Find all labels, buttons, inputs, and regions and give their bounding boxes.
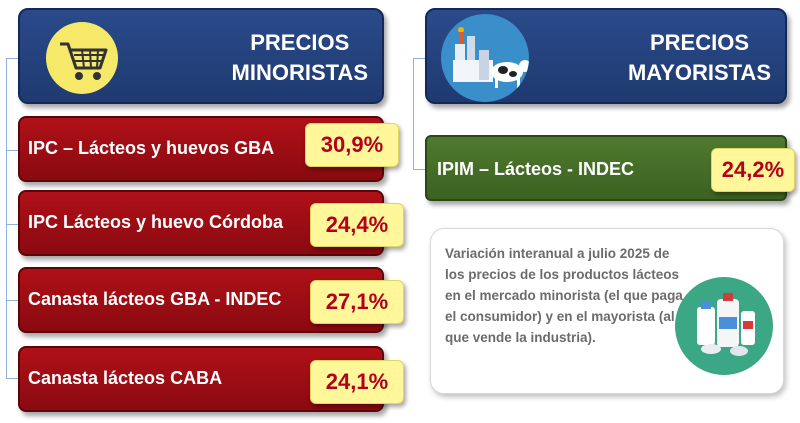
retail-item-label: Canasta lácteos GBA - INDEC bbox=[28, 289, 282, 309]
shopping-cart-icon bbox=[46, 22, 118, 94]
wholesale-title: PRECIOS MAYORISTAS bbox=[628, 28, 771, 88]
dairy-farm-icon bbox=[441, 14, 529, 102]
retail-connector-tick-1 bbox=[6, 150, 18, 151]
retail-item-value: 24,1% bbox=[310, 360, 404, 404]
retail-connector-tick-4 bbox=[6, 378, 18, 379]
retail-connector-line bbox=[6, 58, 19, 379]
explanatory-note: Variación interanual a julio 2025 de los… bbox=[430, 228, 784, 394]
wholesale-connector-line bbox=[413, 58, 426, 170]
retail-title-line1: PRECIOS bbox=[250, 30, 350, 55]
retail-title: PRECIOS MINORISTAS bbox=[232, 28, 368, 88]
retail-title-line2: MINORISTAS bbox=[231, 60, 368, 85]
retail-connector-tick-3 bbox=[6, 300, 18, 301]
retail-item-value: 27,1% bbox=[310, 280, 404, 324]
retail-connector-tick-2 bbox=[6, 224, 18, 225]
retail-item-label: IPC Lácteos y huevo Córdoba bbox=[28, 212, 284, 232]
note-text: Variación interanual a julio 2025 de los… bbox=[445, 246, 683, 345]
retail-item-value: 24,4% bbox=[310, 203, 404, 247]
dairy-products-icon bbox=[675, 277, 773, 375]
retail-header: PRECIOS MINORISTAS bbox=[18, 8, 384, 104]
retail-item-label: Canasta lácteos CABA bbox=[28, 368, 223, 388]
wholesale-title-line1: PRECIOS bbox=[649, 30, 749, 55]
wholesale-title-line2: MAYORISTAS bbox=[627, 60, 771, 85]
wholesale-header: PRECIOS MAYORISTAS bbox=[425, 8, 787, 104]
wholesale-item-value: 24,2% bbox=[711, 148, 795, 192]
retail-item-value: 30,9% bbox=[305, 123, 399, 167]
retail-item-label: IPC – Lácteos y huevos GBA bbox=[28, 138, 275, 158]
wholesale-item-label: IPIM – Lácteos - INDEC bbox=[437, 159, 635, 179]
